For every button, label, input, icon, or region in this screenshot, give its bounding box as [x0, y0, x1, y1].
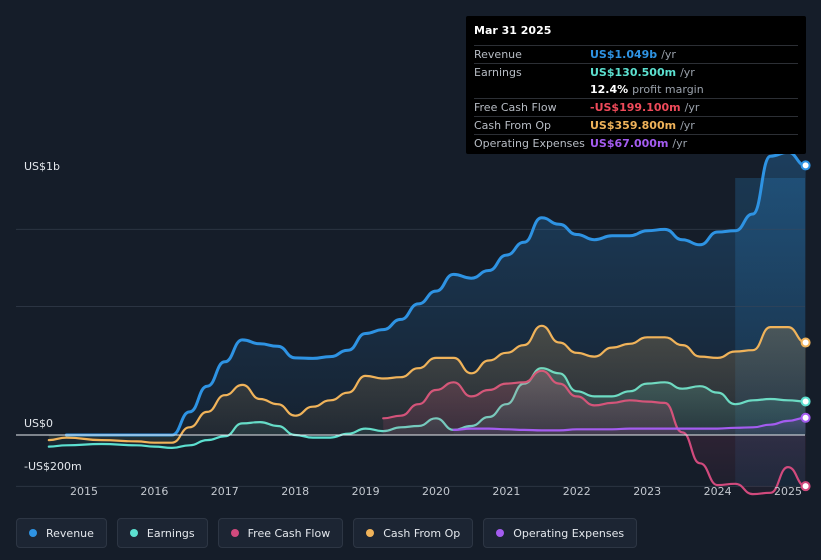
- legend-earnings[interactable]: Earnings: [116, 518, 208, 548]
- tooltip-row-cash-from-op: Cash From Op US$359.800m /yr: [474, 117, 798, 135]
- y-tick-label: -US$200m: [24, 460, 82, 473]
- tooltip-label: Free Cash Flow: [474, 101, 557, 114]
- legend-label: Operating Expenses: [513, 526, 625, 540]
- x-tick-label: 2021: [492, 485, 520, 498]
- tooltip-unit: /yr: [672, 137, 688, 150]
- earnings-end-point: [800, 396, 811, 407]
- legend-label: Earnings: [146, 526, 195, 540]
- revenue-line: [64, 150, 808, 437]
- tooltip-value: US$67.000m: [590, 137, 669, 150]
- legend-revenue[interactable]: Revenue: [16, 518, 107, 548]
- x-tick-label: 2024: [704, 485, 732, 498]
- tooltip-row-operating-expenses: Operating Expenses US$67.000m /yr: [474, 135, 798, 152]
- x-tick-label: 2016: [140, 485, 168, 498]
- legend-free-cash-flow[interactable]: Free Cash Flow: [217, 518, 344, 548]
- legend-dot-icon: [496, 529, 505, 537]
- tooltip-row-profit-margin: 12.4% profit margin: [474, 81, 798, 99]
- tooltip-value: US$1.049b: [590, 48, 658, 61]
- legend: Revenue Earnings Free Cash Flow Cash Fro…: [16, 518, 638, 548]
- legend-label: Revenue: [46, 526, 94, 540]
- tooltip-panel: Mar 31 2025 Revenue US$1.049b /yr Earnin…: [466, 16, 806, 154]
- tooltip-unit: /yr: [680, 119, 695, 132]
- x-tick-label: 2025: [774, 485, 802, 498]
- revenue-end-point: [800, 160, 811, 171]
- free-cash-flow-end-point: [800, 481, 811, 492]
- x-tick-label: 2019: [352, 485, 380, 498]
- x-tick-label: 2022: [563, 485, 591, 498]
- tooltip-label: Operating Expenses: [474, 137, 585, 150]
- tooltip-label: [474, 81, 590, 98]
- y-tick-label: US$1b: [24, 160, 60, 173]
- legend-dot-icon: [29, 529, 37, 537]
- tooltip-value: US$130.500m: [590, 66, 677, 79]
- x-tick-label: 2015: [70, 485, 98, 498]
- tooltip-unit: /yr: [680, 66, 695, 79]
- tooltip-unit: /yr: [684, 101, 700, 114]
- tooltip-label: Revenue: [474, 48, 522, 61]
- y-tick-label: US$0: [24, 417, 53, 430]
- legend-dot-icon: [366, 529, 375, 537]
- cash-from-op-area: [48, 325, 806, 443]
- tooltip-value: -US$199.100m: [590, 101, 681, 114]
- tooltip-row-free-cash-flow: Free Cash Flow -US$199.100m /yr: [474, 99, 798, 117]
- legend-dot-icon: [230, 529, 239, 537]
- tooltip-value: US$359.800m: [590, 119, 677, 132]
- tooltip-unit: /yr: [661, 48, 676, 61]
- tooltip-row-revenue: Revenue US$1.049b /yr: [474, 46, 798, 64]
- cash-from-op-end-point: [800, 337, 811, 348]
- legend-operating-expenses[interactable]: Operating Expenses: [483, 518, 638, 548]
- x-tick-label: 2020: [422, 485, 450, 498]
- legend-dot-icon: [129, 529, 138, 537]
- operating-expenses-end-point: [800, 412, 811, 423]
- legend-label: Free Cash Flow: [247, 526, 331, 540]
- legend-cash-from-op[interactable]: Cash From Op: [353, 518, 474, 548]
- tooltip-row-earnings: Earnings US$130.500m /yr: [474, 64, 798, 81]
- tooltip-label: Cash From Op: [474, 119, 552, 132]
- operating-expenses-line: [452, 416, 807, 432]
- x-tick-label: 2023: [633, 485, 661, 498]
- financials-chart: US$1b US$0 -US$200m 2015 2016 2017 2018 2019 202…: [16, 150, 811, 498]
- tooltip-date: Mar 31 2025: [474, 23, 798, 46]
- tooltip-label: Earnings: [474, 66, 522, 79]
- tooltip-unit: profit margin: [632, 83, 704, 96]
- x-tick-label: 2017: [211, 485, 239, 498]
- legend-label: Cash From Op: [383, 526, 461, 540]
- x-tick-label: 2018: [281, 485, 309, 498]
- tooltip-value: 12.4%: [590, 83, 629, 96]
- cash-from-op-line: [47, 324, 807, 444]
